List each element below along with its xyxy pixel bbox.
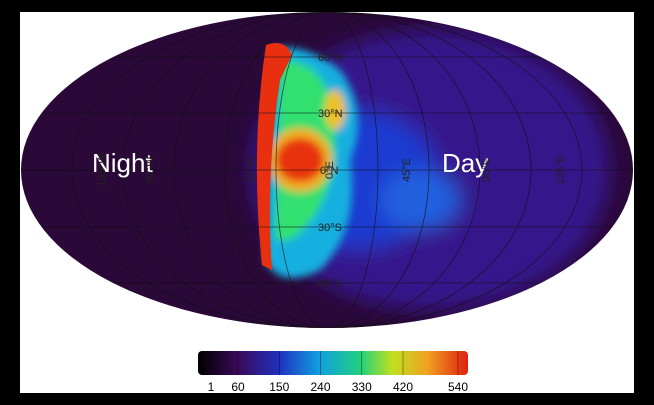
longitude-label: 135°E [555, 155, 567, 185]
colorbar-tick-label: 240 [311, 380, 331, 394]
colorbar-tick-label: 150 [269, 380, 289, 394]
colorbar-tick-label: 540 [448, 380, 468, 394]
latitude-label: 60°N [318, 52, 343, 64]
colorbar [198, 351, 468, 375]
longitude-label: 90°W [144, 156, 156, 184]
colorbar-tick-label: 1 [208, 380, 215, 394]
longitude-label: 0°E [324, 161, 336, 179]
latitude-label: 30°N [318, 108, 343, 120]
colorbar-tick-label: 330 [352, 380, 372, 394]
latitude-label: 30°S [318, 222, 342, 234]
longitude-label: 135°W [96, 153, 108, 187]
figure: NightDay60°N30°N0°N30°S60°S135°W90°W45°W… [0, 0, 654, 405]
longitude-label: 45°W [246, 156, 258, 184]
colorbar-tick-label: 60 [231, 380, 245, 394]
longitude-label: 45°E [401, 158, 413, 182]
colorbar-tick-label: 420 [393, 380, 413, 394]
latitude-label: 60°S [318, 278, 342, 290]
longitude-label: 90°E [481, 158, 493, 182]
